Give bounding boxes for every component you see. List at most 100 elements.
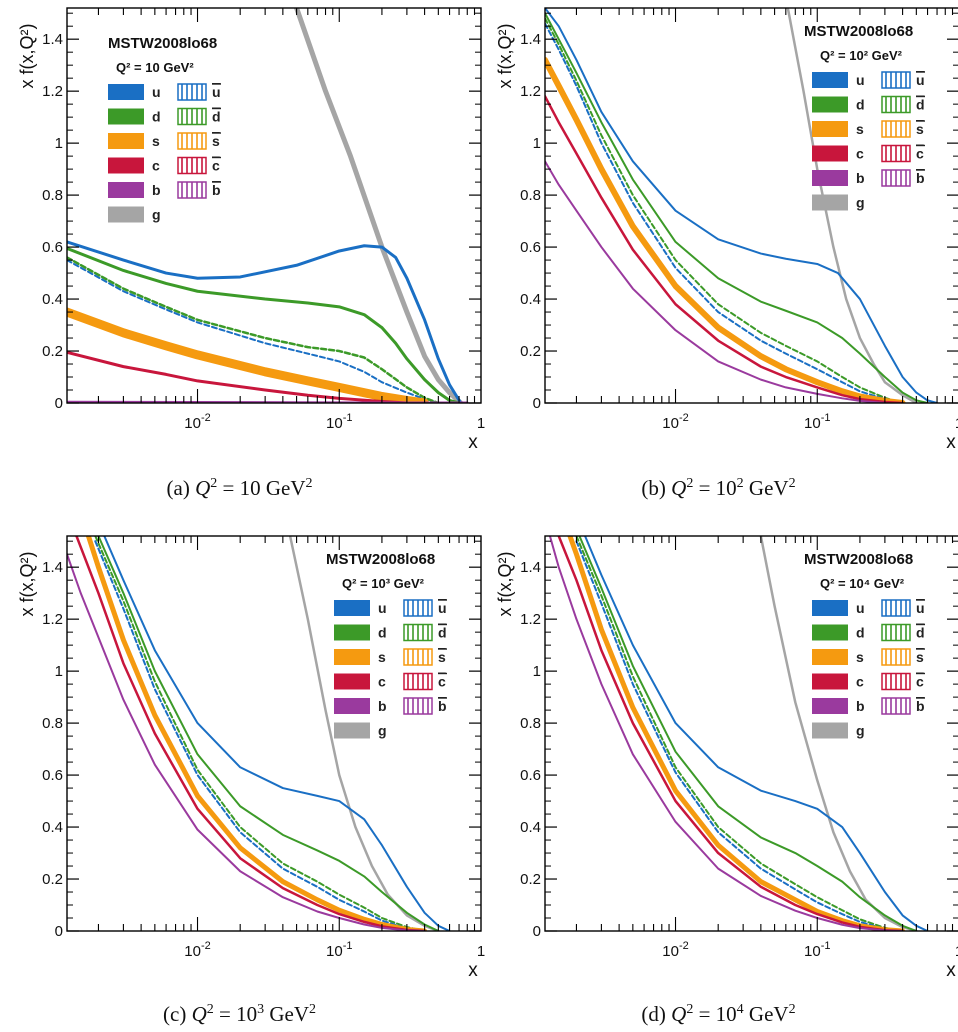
curves (548, 536, 929, 931)
legend-label-g: g (378, 723, 387, 739)
legend-label-c: c (856, 674, 864, 690)
x-tick-label: 1 (955, 415, 958, 432)
legend-label-u: u (152, 84, 161, 100)
legend-label-c: c (856, 146, 864, 162)
series-b (67, 553, 426, 931)
legend-label-bbar: b (438, 698, 447, 714)
legend-q2: Q² = 10² GeV² (820, 48, 903, 63)
y-tick-label: 0.6 (520, 767, 541, 784)
legend-label-b: b (856, 170, 865, 186)
legend-swatch-s (812, 121, 848, 137)
legend-label-g: g (152, 207, 161, 223)
legend-label-bbar: b (916, 698, 925, 714)
legend-label-d: d (152, 109, 161, 125)
legend-label-s: s (378, 649, 386, 665)
caption-q: Q (671, 476, 687, 500)
y-axis-label: x f(x,Q²) (17, 552, 37, 617)
legend-label-d: d (378, 625, 387, 641)
y-tick-label: 1.4 (520, 31, 541, 48)
y-tick-label: 0.8 (520, 187, 541, 204)
caption-3: (d) Q2 = 104 GeV2 (641, 1002, 796, 1026)
legend-label-c: c (378, 674, 386, 690)
series-u (67, 240, 463, 403)
legend-label-s: s (856, 121, 864, 137)
series-g (294, 8, 464, 403)
legend-swatch-s (812, 649, 848, 665)
legend-swatch-u (334, 600, 370, 616)
caption-q: Q (671, 1002, 687, 1026)
legend-label-bbar: b (212, 182, 221, 198)
y-axis-label: x f(x,Q²) (17, 24, 37, 89)
legend-title: MSTW2008lo68 (108, 35, 217, 52)
x-tick-label: 10-2 (184, 412, 210, 432)
legend-swatch-g (812, 722, 848, 739)
series-dbar (94, 536, 426, 931)
legend-swatch-d (812, 624, 848, 641)
series-dbar (67, 256, 440, 403)
series-ubar (94, 540, 426, 931)
y-tick-label: 1.2 (520, 83, 541, 100)
legend-swatch-s (108, 133, 144, 149)
x-tick-label: 1 (477, 415, 485, 432)
legend-swatch-g (812, 194, 848, 211)
y-tick-label: 0.2 (520, 871, 541, 888)
legend-label-b: b (378, 698, 387, 714)
legend-label-g: g (856, 195, 865, 211)
y-tick-label: 1.4 (520, 559, 541, 576)
y-tick-label: 0.8 (42, 187, 63, 204)
legend-swatch-c (812, 673, 848, 690)
caption-label: (c) (163, 1002, 187, 1026)
legend-label-g: g (856, 723, 865, 739)
legend-label-ubar: u (212, 84, 221, 100)
panel-0: 00.20.40.60.811.21.410-2 10-1 1xx f(x,Q²) M… (17, 7, 485, 453)
series-dbar (545, 17, 904, 403)
y-tick-label: 0 (533, 923, 541, 940)
y-tick-label: 0.4 (42, 819, 63, 836)
caption-eq: = 10 GeV (222, 476, 306, 500)
curves (545, 8, 939, 403)
legend-q2: Q² = 10 GeV² (116, 60, 194, 75)
y-tick-label: 0.2 (520, 343, 541, 360)
legend-swatch-b (812, 698, 848, 714)
series-g (288, 536, 440, 931)
legend-label-c: c (152, 158, 160, 174)
x-axis-label: x (946, 960, 956, 981)
y-tick-label: 0.2 (42, 871, 63, 888)
legend-swatch-g (334, 722, 370, 739)
caption-eq: = 10 (698, 1002, 737, 1026)
x-tick-label: 10-1 (326, 412, 352, 432)
plot-frame (544, 535, 958, 932)
x-axis-label: x (468, 432, 478, 453)
y-tick-label: 1.2 (42, 611, 63, 628)
y-axis-label: x f(x,Q²) (495, 552, 515, 617)
legend-label-s: s (152, 133, 160, 149)
legend-label-sbar: s (212, 133, 220, 149)
x-axis-label: x (946, 432, 956, 453)
legend-swatch-d (812, 96, 848, 113)
series-ubar (545, 22, 904, 403)
series-ubar (575, 540, 904, 931)
series-g (786, 8, 918, 403)
series-u (103, 536, 451, 931)
legend-swatch-g (108, 206, 144, 223)
legend-swatch-u (812, 600, 848, 616)
series-g (759, 536, 918, 931)
legend-label-u: u (856, 72, 865, 88)
plot-frame (544, 7, 958, 404)
y-axis-label: x f(x,Q²) (495, 24, 515, 89)
legend-label-ubar: u (916, 600, 925, 616)
legend-title: MSTW2008lo68 (804, 551, 913, 568)
y-tick-label: 0 (533, 395, 541, 412)
series-dbar (575, 536, 904, 931)
legend-label-cbar: c (212, 158, 220, 174)
legend-title: MSTW2008lo68 (804, 23, 913, 40)
y-tick-label: 0.2 (42, 343, 63, 360)
y-tick-label: 1.2 (520, 611, 541, 628)
legend-swatch-c (108, 157, 144, 174)
y-tick-label: 0 (55, 395, 63, 412)
x-tick-label: 10-1 (804, 940, 830, 960)
legend-swatch-s (334, 649, 370, 665)
legend-label-u: u (856, 600, 865, 616)
